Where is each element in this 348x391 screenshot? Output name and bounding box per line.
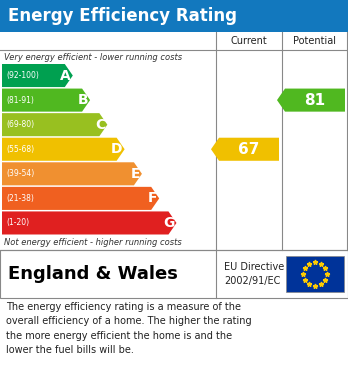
- Text: D: D: [111, 142, 122, 156]
- Bar: [0, 250, 348, 298]
- Bar: [0, 0, 348, 32]
- Text: F: F: [148, 191, 157, 205]
- Text: The energy efficiency rating is a measure of the
overall efficiency of a home. T: The energy efficiency rating is a measur…: [6, 302, 252, 355]
- Text: 67: 67: [238, 142, 260, 157]
- Polygon shape: [211, 138, 279, 161]
- Text: G: G: [163, 216, 174, 230]
- Text: (1-20): (1-20): [6, 219, 29, 228]
- Polygon shape: [2, 113, 108, 136]
- Polygon shape: [2, 138, 125, 161]
- Polygon shape: [2, 89, 90, 112]
- Polygon shape: [2, 212, 176, 235]
- Text: A: A: [60, 68, 71, 83]
- Text: B: B: [78, 93, 88, 107]
- Text: EU Directive: EU Directive: [224, 262, 284, 272]
- Text: Not energy efficient - higher running costs: Not energy efficient - higher running co…: [4, 238, 182, 247]
- Text: (81-91): (81-91): [6, 96, 34, 105]
- Text: Very energy efficient - lower running costs: Very energy efficient - lower running co…: [4, 53, 182, 62]
- Text: (55-68): (55-68): [6, 145, 34, 154]
- Text: Energy Efficiency Rating: Energy Efficiency Rating: [8, 7, 237, 25]
- Text: E: E: [130, 167, 140, 181]
- Polygon shape: [2, 187, 159, 210]
- Bar: [286, 256, 344, 292]
- Polygon shape: [277, 89, 345, 112]
- Text: Potential: Potential: [293, 36, 337, 46]
- Polygon shape: [2, 64, 73, 87]
- Text: Current: Current: [231, 36, 267, 46]
- Text: 81: 81: [304, 93, 326, 108]
- Text: (92-100): (92-100): [6, 71, 39, 80]
- Text: (21-38): (21-38): [6, 194, 34, 203]
- Text: 2002/91/EC: 2002/91/EC: [224, 276, 280, 286]
- Polygon shape: [2, 162, 142, 185]
- Text: (69-80): (69-80): [6, 120, 34, 129]
- Text: England & Wales: England & Wales: [8, 265, 178, 283]
- Text: C: C: [95, 118, 105, 132]
- Text: (39-54): (39-54): [6, 169, 34, 178]
